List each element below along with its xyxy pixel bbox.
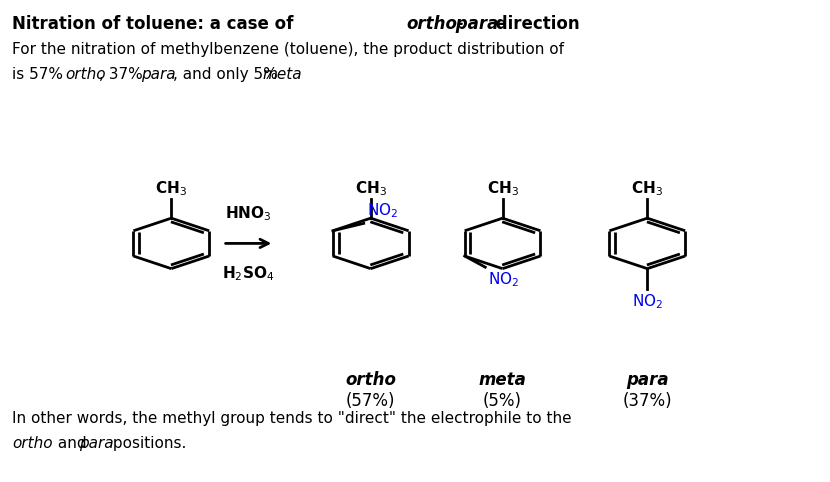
Text: para: para	[79, 436, 114, 451]
Text: (37%): (37%)	[622, 392, 672, 410]
Text: HNO$_3$: HNO$_3$	[225, 204, 271, 223]
Text: NO$_2$: NO$_2$	[632, 292, 663, 311]
Text: ortho: ortho	[12, 436, 53, 451]
Text: meta: meta	[262, 67, 302, 81]
Text: (57%): (57%)	[346, 392, 395, 410]
Text: CH$_3$: CH$_3$	[632, 179, 663, 198]
Text: ortho-: ortho-	[407, 15, 465, 33]
Text: NO$_2$: NO$_2$	[489, 270, 520, 289]
Text: and: and	[53, 436, 91, 451]
Text: positions.: positions.	[108, 436, 186, 451]
Text: , and only 5%: , and only 5%	[173, 67, 282, 81]
Text: , 37%: , 37%	[99, 67, 148, 81]
Text: For the nitration of methylbenzene (toluene), the product distribution of: For the nitration of methylbenzene (tolu…	[12, 42, 564, 57]
Text: H$_2$SO$_4$: H$_2$SO$_4$	[222, 264, 275, 282]
Text: ortho: ortho	[345, 372, 396, 389]
Text: Nitration of toluene: a case of: Nitration of toluene: a case of	[12, 15, 300, 33]
Text: CH$_3$: CH$_3$	[155, 179, 188, 198]
Text: (5%): (5%)	[483, 392, 522, 410]
Text: NO$_2$: NO$_2$	[367, 201, 398, 220]
Text: CH$_3$: CH$_3$	[486, 179, 519, 198]
Text: ortho: ortho	[66, 67, 106, 81]
Text: is 57%: is 57%	[12, 67, 68, 81]
Text: para: para	[626, 372, 669, 389]
Text: meta: meta	[479, 372, 526, 389]
Text: In other words, the methyl group tends to "direct" the electrophile to the: In other words, the methyl group tends t…	[12, 411, 572, 426]
Text: CH$_3$: CH$_3$	[354, 179, 387, 198]
Text: direction: direction	[490, 15, 579, 33]
Text: para: para	[141, 67, 176, 81]
Text: para-: para-	[450, 15, 505, 33]
